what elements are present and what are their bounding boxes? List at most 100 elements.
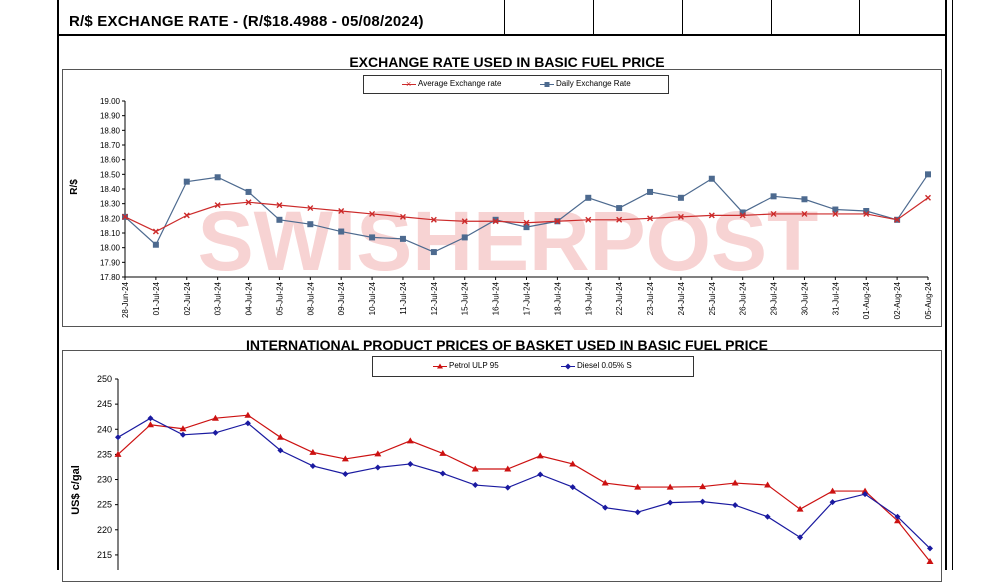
average-exchange-point [399,213,406,220]
chart2-panel [62,350,942,582]
chart2-y-tick-label: 240 [97,424,112,434]
legend-square-marker-icon [544,82,550,87]
exchange-rate-header [57,0,947,36]
chart1-x-tick-label: 28-Jun-24 [121,281,130,318]
diesel-point [764,513,771,520]
chart1-x-tick-label: 11-Jul-24 [399,281,408,314]
petrol-point [504,465,512,472]
daily-exchange-point [925,171,931,178]
diesel-point [309,462,316,469]
petrol-point [861,487,869,494]
chart2-y-tick-label: 215 [97,550,112,560]
average-exchange-point [430,216,437,223]
chart1-x-tick-label: 08-Jul-24 [306,281,315,315]
header-cell-divider [504,0,505,34]
diesel-point [504,484,511,491]
chart1-x-tick-label: 15-Jul-24 [461,281,470,315]
legend-x-marker-icon: × [406,79,411,89]
average-exchange-point [369,210,376,217]
petrol-point [731,479,739,486]
diesel-point [147,415,154,422]
petrol-line [117,414,931,562]
average-exchange-point [276,202,283,209]
average-exchange-point [338,208,345,214]
petrol-point [146,421,154,428]
chart1-x-tick-label: 29-Jul-24 [770,281,779,315]
chart1-y-tick-label: 19.00 [100,97,121,106]
diesel-point [374,464,381,471]
average-exchange-point [245,199,252,206]
page-border-left [57,0,59,570]
chart2-y-tick-label: 235 [97,449,112,459]
chart2-y-tick-label: 220 [97,525,112,535]
header-cell-divider [771,0,772,34]
chart1-x-tick-label: 02-Aug-24 [893,281,902,319]
chart1-x-tick-label: 23-Jul-24 [646,281,655,315]
petrol-point [276,433,284,440]
average-exchange-point [770,210,777,217]
chart1-y-tick-label: 18.50 [100,170,121,179]
diesel-point [602,504,609,511]
page-border-right [945,0,947,570]
diesel-point [212,429,219,436]
daily-exchange-point [492,216,499,223]
diesel-point [439,470,446,477]
chart1-x-tick-label: 24-Jul-24 [677,281,686,315]
average-exchange-point [523,219,530,226]
diesel-point [244,420,251,427]
petrol-point [634,483,642,490]
chart1-y-tick-label: 18.70 [100,141,121,150]
diesel-point [732,502,739,509]
average-exchange-point [863,210,870,217]
petrol-point [569,460,577,467]
daily-exchange-point [770,193,777,200]
legend-diesel-label: Diesel 0.05% S [577,361,632,370]
petrol-point [179,425,187,432]
petrol-point [471,465,479,472]
average-exchange-point [801,210,808,217]
page-border-right-outer [952,0,953,570]
daily-exchange-point [245,188,252,195]
chart1-y-tick-label: 18.30 [100,200,121,209]
petrol-point [926,557,934,564]
diesel-point [569,484,576,491]
daily-exchange-point [276,216,283,223]
petrol-point [211,414,219,421]
chart1-ylabel: R/$ [69,179,80,195]
chart1-y-tick-label: 18.20 [100,214,121,223]
average-exchange-point [214,202,221,209]
petrol-point [796,505,804,512]
legend-diamond-marker-icon [565,363,571,370]
chart2-y-tick-label: 250 [97,374,112,384]
chart1-x-tick-label: 10-Jul-24 [368,281,377,315]
diesel-point [829,499,836,506]
petrol-point [666,483,674,490]
daily-exchange-point [647,188,654,195]
daily-exchange-point [461,234,468,241]
petrol-point [829,487,837,494]
chart1-y-tick-label: 18.90 [100,112,121,121]
daily-exchange-point [338,228,345,235]
chart1-x-tick-label: 05-Aug-24 [924,281,933,319]
diesel-point [115,434,121,441]
diesel-point [277,447,284,454]
daily-exchange-point [430,249,437,256]
daily-exchange-point [214,174,221,181]
average-exchange-point [616,216,623,223]
petrol-point [601,479,609,486]
average-exchange-point [122,213,128,220]
chart2-title: INTERNATIONAL PRODUCT PRICES OF BASKET U… [246,337,768,353]
average-exchange-point [492,218,499,225]
chart2-y-tick-label: 245 [97,399,112,409]
chart1-x-tick-label: 09-Jul-24 [337,281,346,315]
chart1-x-tick-label: 05-Jul-24 [275,281,284,315]
petrol-point [374,450,382,457]
exchange-rate-heading: R/$ EXCHANGE RATE - (R/$18.4988 - 05/08/… [69,13,424,30]
chart2-y-tick-label: 230 [97,475,112,485]
daily-exchange-point [523,224,530,231]
diesel-point [342,470,349,477]
petrol-point [536,452,544,459]
header-cell-divider [859,0,860,34]
daily-exchange-point [739,209,746,216]
daily-exchange-point [307,221,314,228]
